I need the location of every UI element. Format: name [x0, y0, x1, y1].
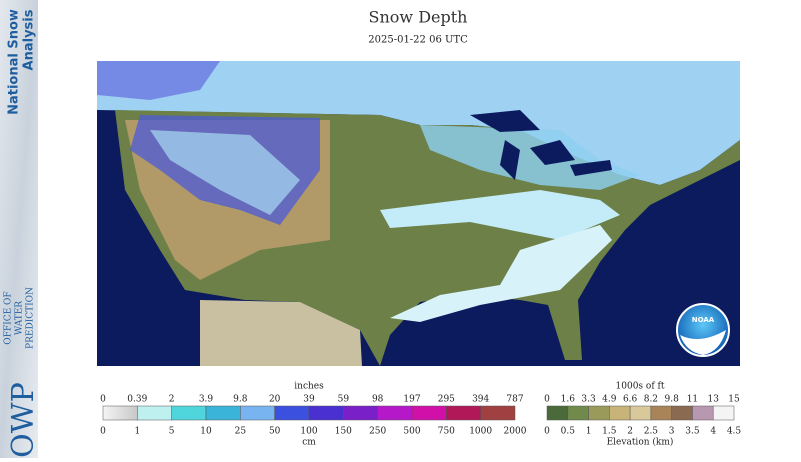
org-abbr: OWP	[6, 382, 41, 458]
legend-swatch	[712, 405, 735, 421]
legend-label: 100	[300, 427, 317, 437]
legend-label: 197	[403, 395, 420, 405]
legend-label: 3.9	[199, 395, 214, 405]
legend-label: 20	[269, 395, 281, 405]
map: NOAA	[97, 61, 740, 366]
legend-swatch	[171, 405, 207, 421]
legend-label: 4	[710, 427, 716, 437]
legend-swatch	[411, 405, 447, 421]
sidebar	[0, 0, 38, 458]
legend-label: 295	[438, 395, 455, 405]
legend-label: 25	[235, 427, 247, 437]
org-name: PREDICTION	[26, 287, 36, 349]
legend-label: 1	[586, 427, 592, 437]
legend-swatch	[240, 405, 275, 421]
legend-label: 15	[728, 395, 740, 405]
legend-label: 0	[100, 427, 106, 437]
legend-label: 0	[544, 395, 550, 405]
legend-label: 250	[369, 427, 386, 437]
legend-label: 5	[169, 427, 175, 437]
legend-label: 9.8	[665, 395, 680, 405]
legend-label: 150	[335, 427, 352, 437]
legend-label: 3.3	[581, 395, 596, 405]
legend-label: 50	[269, 427, 281, 437]
legend-unit: inches	[294, 382, 324, 392]
legend-swatch	[692, 405, 714, 421]
legend-swatch	[446, 405, 481, 421]
product-name: National Snow	[7, 9, 22, 115]
legend-swatch	[650, 405, 672, 421]
legend-swatch	[274, 405, 310, 421]
legend-swatch	[343, 405, 378, 421]
legend-swatch	[377, 405, 413, 421]
legend-label: 394	[472, 395, 489, 405]
legend-label: 1.5	[602, 427, 617, 437]
legend-unit: cm	[302, 438, 316, 448]
legend-label: 500	[403, 427, 420, 437]
org-name: WATER	[15, 301, 25, 335]
legend-label: 1000	[469, 427, 492, 437]
legend-label: 0.5	[561, 427, 576, 437]
legend-label: 10	[200, 427, 212, 437]
legend-label: 59	[338, 395, 350, 405]
legend-label: 0	[100, 395, 106, 405]
legend-label: 2.5	[644, 427, 659, 437]
logo: NOAA	[692, 316, 715, 324]
legend-swatch	[609, 405, 631, 421]
legend-swatch	[480, 405, 516, 421]
legend-label: 1.6	[561, 395, 576, 405]
title: Snow Depth	[369, 8, 468, 27]
legend-label: 39	[303, 395, 315, 405]
legend-label: 2	[169, 395, 175, 405]
legend-label: 8.2	[644, 395, 658, 405]
legend-swatch	[137, 405, 172, 421]
legend-swatch	[629, 405, 652, 421]
legend-swatch	[205, 405, 241, 421]
legend-label: 4.9	[602, 395, 617, 405]
legend-label: 0.39	[127, 395, 147, 405]
legend-swatch	[102, 405, 138, 421]
legend-label: 2000	[504, 427, 527, 437]
legend-label: 9.8	[233, 395, 248, 405]
legend-label: 787	[506, 395, 523, 405]
legend-label: 3	[669, 427, 675, 437]
legend-unit: Elevation (km)	[607, 437, 674, 448]
legend-swatch	[588, 405, 610, 421]
legend-swatch	[308, 405, 344, 421]
legend-unit: 1000s of ft	[616, 382, 665, 392]
legend-label: 13	[707, 395, 719, 405]
legend-label: 6.6	[623, 395, 638, 405]
legend-label: 4.5	[727, 427, 742, 437]
legend-swatch	[671, 405, 693, 421]
org-name: OFFICE OF	[4, 291, 14, 344]
product-name: Analysis	[22, 9, 37, 70]
subtitle: 2025-01-22 06 UTC	[368, 35, 468, 46]
legend-label: 11	[687, 395, 698, 405]
legend-label: 0	[544, 427, 550, 437]
legend-swatch	[546, 405, 569, 421]
legend-swatch	[567, 405, 589, 421]
legend-label: 98	[372, 395, 384, 405]
legend-label: 2	[627, 427, 633, 437]
legend-label: 1	[134, 427, 140, 437]
legend-label: 750	[438, 427, 455, 437]
legend-label: 3.5	[685, 427, 700, 437]
